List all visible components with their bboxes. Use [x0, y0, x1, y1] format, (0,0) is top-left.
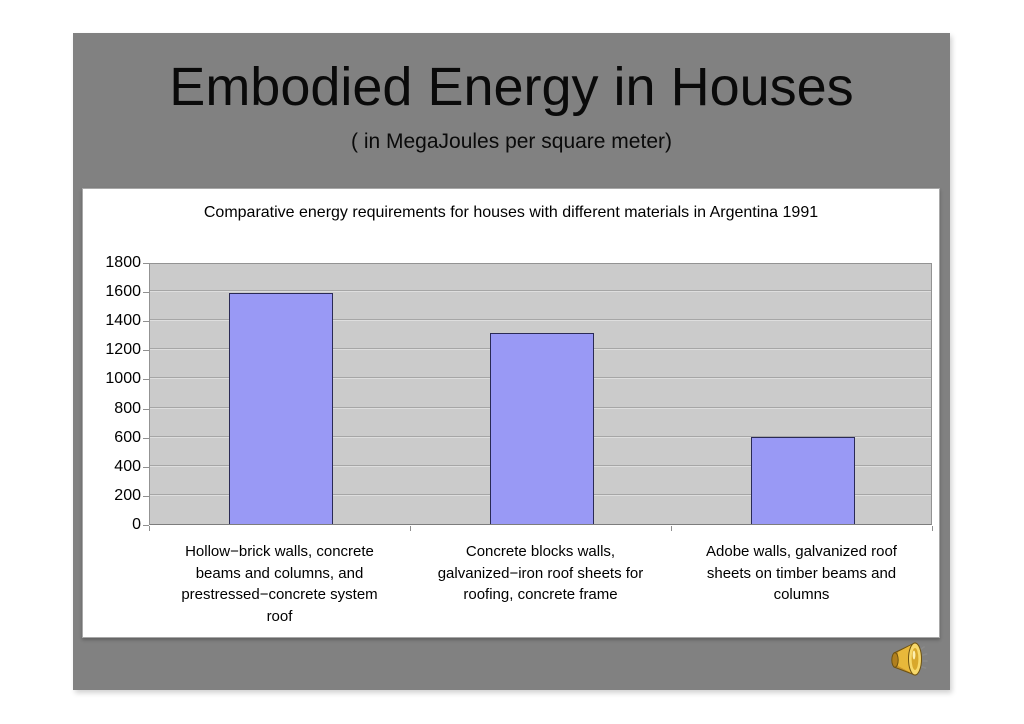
- bar: [750, 437, 855, 524]
- y-axis-tick: [143, 495, 149, 497]
- y-axis-label: 1400: [105, 312, 141, 330]
- x-axis-tick: [149, 526, 150, 531]
- y-axis-label: 200: [114, 486, 141, 504]
- y-axis-label: 800: [114, 399, 141, 417]
- y-axis-tick: [143, 466, 149, 468]
- slide-subtitle: ( in MegaJoules per square meter): [351, 130, 672, 153]
- y-axis-tick: [143, 437, 149, 439]
- speaker-icon[interactable]: [888, 640, 930, 680]
- chart-container: Comparative energy requirements for hous…: [82, 188, 940, 638]
- y-axis-tick: [143, 321, 149, 323]
- y-axis-label: 1200: [105, 341, 141, 359]
- y-axis-tick: [143, 525, 149, 526]
- y-axis-label: 600: [114, 428, 141, 446]
- y-axis-tick: [143, 379, 149, 381]
- y-axis-label: 400: [114, 457, 141, 475]
- x-axis-tick: [932, 526, 933, 531]
- slide-title: Embodied Energy in Houses: [169, 57, 854, 117]
- plot-area: [149, 263, 932, 525]
- y-axis-tick: [143, 408, 149, 410]
- y-axis-tick: [143, 263, 149, 264]
- bar: [489, 333, 594, 524]
- category-label: Hollow−brick walls, concrete beams and c…: [181, 543, 378, 625]
- x-axis-tick: [410, 526, 411, 531]
- category-label: Adobe walls, galvanized roof sheets on t…: [706, 543, 897, 603]
- chart-title: Comparative energy requirements for hous…: [203, 204, 819, 221]
- x-axis-tick: [671, 526, 672, 531]
- y-axis-tick: [143, 350, 149, 352]
- y-axis-label: 1600: [105, 283, 141, 301]
- y-axis-label: 1800: [105, 254, 141, 271]
- y-axis-label: 0: [132, 516, 141, 533]
- bar: [228, 293, 333, 524]
- slide: Embodied Energy in Houses ( in MegaJoule…: [73, 33, 950, 690]
- category-label: Concrete blocks walls, galvanized−iron r…: [437, 543, 644, 603]
- speaker-icon-graphic: [891, 642, 928, 676]
- y-axis-tick: [143, 292, 149, 294]
- gridline: [150, 290, 931, 292]
- y-axis-label: 1000: [105, 370, 141, 388]
- gridline: [150, 319, 931, 321]
